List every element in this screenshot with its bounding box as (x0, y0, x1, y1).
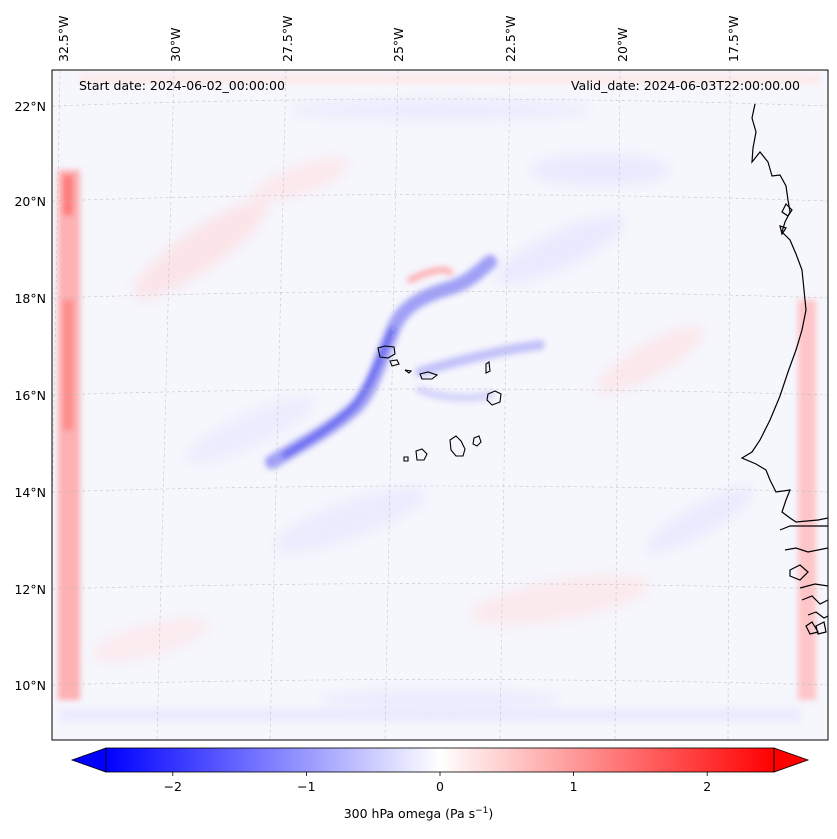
lon-label-17-5w: 17.5°W (726, 16, 741, 62)
colorbar-tick-label: −2 (164, 779, 182, 794)
lat-label-22n: 22°N (14, 99, 46, 114)
islands (377, 345, 502, 462)
colorbar-extend-max (773, 747, 810, 773)
lat-label-18n: 18°N (14, 291, 46, 306)
colorbar-extend-min (70, 747, 107, 773)
lat-label-12n: 12°N (14, 582, 46, 597)
coastline (740, 103, 828, 635)
lat-label-14n: 14°N (14, 485, 46, 500)
lat-label-10n: 10°N (14, 678, 46, 693)
colorbar: −2 −1 0 1 2 (70, 747, 810, 794)
colorbar-tick-label: −1 (297, 779, 315, 794)
omega-field (52, 70, 828, 740)
lon-labels: 32.5°W 30°W 27.5°W 25°W 22.5°W 20°W 17.5… (56, 16, 741, 62)
lon-label-25w: 25°W (391, 27, 406, 62)
valid-date-label: Valid_date: 2024-06-03T22:00:00.00 (571, 78, 800, 93)
colorbar-tick-label: 2 (703, 779, 711, 794)
colorbar-label: 300 hPa omega (Pa s−1) (343, 806, 494, 822)
colorbar-tick-label: 0 (436, 779, 444, 794)
lon-label-22-5w: 22.5°W (503, 16, 518, 62)
colorbar-tick-label: 1 (570, 779, 578, 794)
lon-label-20w: 20°W (615, 27, 630, 62)
gridlines (52, 70, 828, 740)
lat-label-16n: 16°N (14, 388, 46, 403)
map-frame (51, 69, 829, 741)
lon-label-32-5w: 32.5°W (56, 16, 71, 62)
lat-labels: 22°N 20°N 18°N 16°N 14°N 12°N 10°N (14, 99, 46, 693)
lon-label-30w: 30°W (168, 27, 183, 62)
colorbar-ticks: −2 −1 0 1 2 (164, 772, 711, 794)
start-date-label: Start date: 2024-06-02_00:00:00 (79, 78, 285, 93)
lat-label-20n: 20°N (14, 194, 46, 209)
colorbar-gradient (106, 748, 774, 772)
lon-label-27-5w: 27.5°W (280, 16, 295, 62)
